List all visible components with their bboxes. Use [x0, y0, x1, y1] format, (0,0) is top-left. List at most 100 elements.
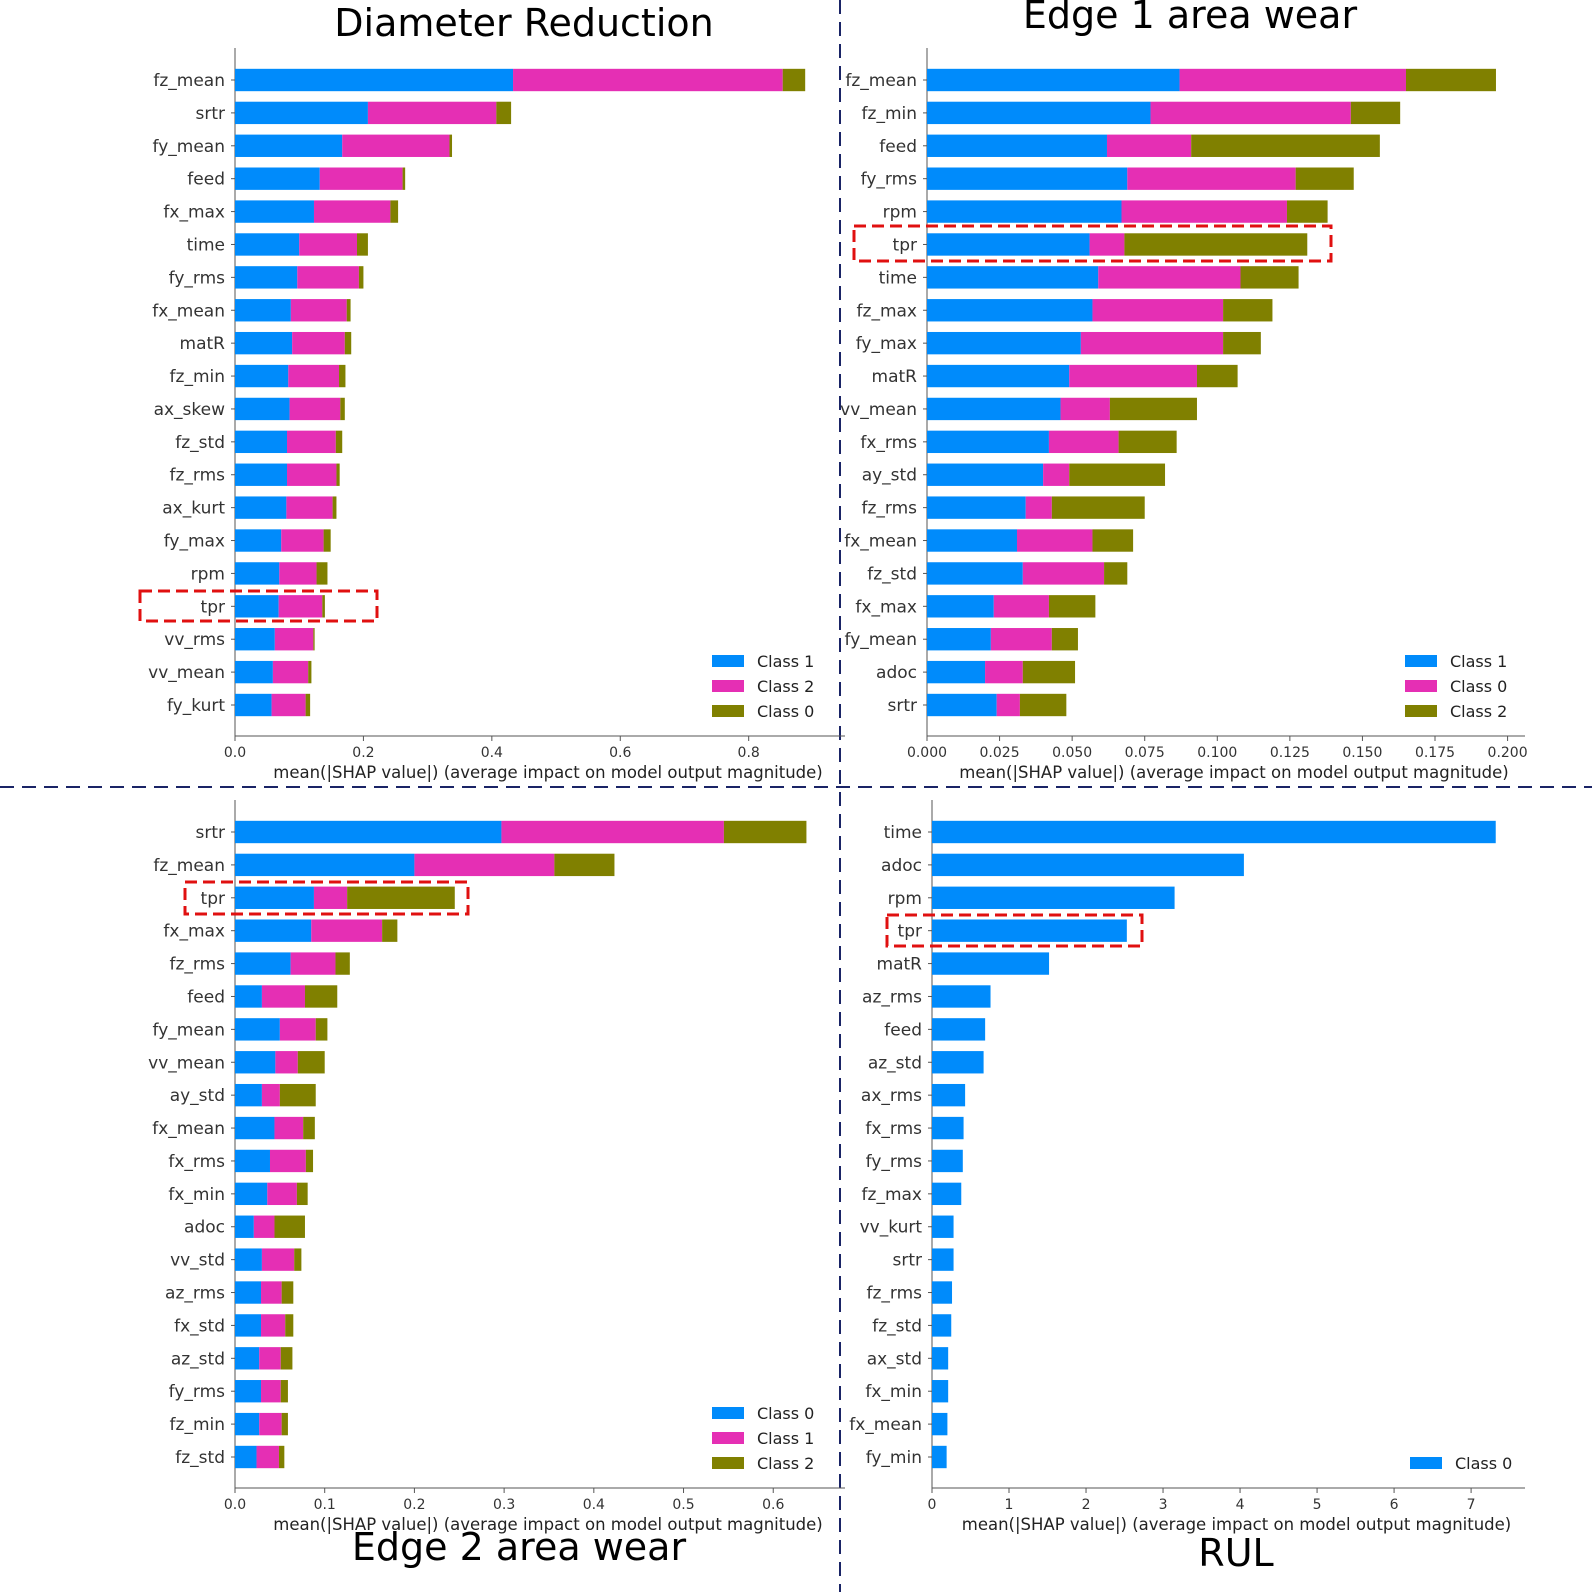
bar-feed-class-2 — [319, 167, 403, 190]
bar-fy_rms-class-0 — [932, 1149, 963, 1173]
bar-fz_std-class-2 — [278, 1445, 285, 1469]
bar-srtr-class-2 — [1019, 693, 1067, 717]
bar-vv_std-class-2 — [294, 1248, 302, 1271]
x-tick-label: 0.6 — [609, 745, 631, 761]
bar-fz_mean-class-0 — [235, 853, 415, 877]
bar-fz_mean-class-1 — [414, 853, 555, 877]
bar-fz_rms-class-0 — [1025, 496, 1052, 519]
x-tick-label: 0.4 — [481, 745, 503, 761]
category-label: fx_rms — [865, 1119, 922, 1139]
bar-az_rms-class-0 — [932, 985, 991, 1008]
bar-fx_std-class-2 — [285, 1314, 294, 1337]
bar-feed-class-2 — [1191, 134, 1380, 157]
bar-fz_min-class-2 — [288, 364, 340, 388]
legend-swatch — [712, 680, 744, 692]
bar-time-class-2 — [1240, 266, 1299, 289]
category-label: fz_rms — [861, 499, 917, 519]
category-label: ay_std — [862, 466, 917, 486]
bar-matR-class-0 — [1069, 364, 1197, 388]
chart-title: Edge 2 area wear — [352, 1525, 687, 1569]
bar-fx_std-class-0 — [235, 1314, 262, 1337]
category-label: fy_min — [866, 1448, 922, 1468]
bar-matR-class-2 — [1196, 364, 1238, 388]
bar-fx_mean-class-0 — [346, 299, 351, 322]
category-label: fz_rms — [866, 1284, 922, 1304]
bar-fx_rms-class-2 — [305, 1149, 314, 1173]
bar-fx_max-class-1 — [927, 595, 994, 618]
bar-fx_max-class-0 — [235, 919, 312, 942]
category-label: fx_max — [163, 203, 225, 223]
bar-ax_kurt-class-0 — [332, 496, 337, 519]
bar-fx_mean-class-2 — [290, 299, 347, 322]
bar-fz_mean-class-2 — [554, 853, 615, 877]
bar-fy_rms-class-2 — [1295, 167, 1354, 190]
bar-ax_rms-class-0 — [932, 1083, 966, 1107]
bar-vv_mean-class-1 — [927, 397, 1061, 421]
bar-fy_mean-class-1 — [927, 628, 991, 651]
category-label: vv_rms — [164, 630, 225, 650]
bar-rpm-class-1 — [235, 562, 280, 585]
bar-fz_mean-class-1 — [927, 68, 1180, 92]
bar-fz_std-class-0 — [235, 1445, 257, 1469]
category-label: fx_rms — [860, 433, 917, 453]
bar-vv_mean-class-0 — [308, 660, 312, 684]
category-label: fz_max — [862, 1185, 922, 1205]
category-label: feed — [884, 1020, 922, 1040]
legend-swatch — [712, 1407, 744, 1419]
bar-matR-class-0 — [344, 331, 352, 355]
category-label: vv_std — [170, 1251, 225, 1271]
x-tick-label: 2 — [1082, 1497, 1091, 1513]
bar-rpm-class-2 — [1286, 200, 1328, 223]
category-label: feed — [187, 170, 225, 190]
bar-srtr-class-2 — [723, 820, 807, 844]
category-label: srtr — [195, 823, 225, 843]
category-label: fz_std — [872, 1316, 922, 1336]
category-label: fx_mean — [152, 301, 225, 321]
category-label: fx_mean — [849, 1415, 922, 1435]
bar-srtr-class-0 — [496, 101, 512, 125]
bar-fx_max-class-1 — [311, 919, 383, 942]
bar-fy_rms-class-2 — [280, 1380, 288, 1403]
bar-fy_kurt-class-0 — [305, 693, 311, 717]
bar-vv_mean-class-0 — [235, 1051, 276, 1074]
bar-fy_mean-class-0 — [235, 1018, 280, 1041]
bar-vv_std-class-0 — [235, 1248, 262, 1271]
legend-label: Class 2 — [757, 677, 814, 696]
category-label: vv_mean — [148, 1053, 225, 1073]
category-label: fz_mean — [845, 71, 917, 91]
x-tick-label: 1 — [1005, 1497, 1014, 1513]
category-label: srtr — [892, 1251, 922, 1271]
bar-feed-class-0 — [235, 985, 262, 1008]
bar-fy_max-class-1 — [235, 529, 282, 552]
bar-vv_rms-class-1 — [235, 628, 275, 651]
bar-rpm-class-1 — [927, 200, 1122, 223]
bar-feed-class-1 — [235, 167, 320, 190]
category-label: adoc — [184, 1218, 225, 1238]
category-label: fz_min — [170, 1415, 225, 1435]
bar-fx_mean-class-0 — [1016, 529, 1093, 552]
bar-fz_rms-class-1 — [290, 952, 336, 975]
bar-tpr-class-0 — [322, 595, 325, 618]
category-label: fz_min — [862, 104, 917, 124]
bar-ay_std-class-2 — [279, 1083, 316, 1107]
bar-fz_mean-class-1 — [235, 68, 514, 92]
bar-fz_rms-class-0 — [235, 952, 291, 975]
bar-time-class-2 — [299, 233, 357, 256]
category-label: adoc — [881, 856, 922, 876]
bar-fz_rms-class-0 — [336, 463, 340, 486]
bar-fz_mean-class-2 — [513, 68, 783, 92]
bar-vv_mean-class-1 — [235, 660, 273, 684]
bar-fz_min-class-2 — [1350, 101, 1401, 125]
bar-srtr-class-1 — [927, 693, 997, 717]
legend-swatch — [712, 705, 744, 717]
bar-fz_rms-class-1 — [927, 496, 1026, 519]
category-label: fx_max — [163, 922, 225, 942]
bar-fz_std-class-2 — [1104, 562, 1128, 585]
bar-fy_mean-class-1 — [235, 134, 343, 157]
x-tick-label: 0.1 — [314, 1497, 336, 1513]
bar-ax_skew-class-1 — [235, 397, 290, 421]
bar-feed-class-0 — [1106, 134, 1192, 157]
bar-fy_mean-class-2 — [315, 1018, 328, 1041]
bar-fz_std-class-2 — [287, 430, 336, 454]
